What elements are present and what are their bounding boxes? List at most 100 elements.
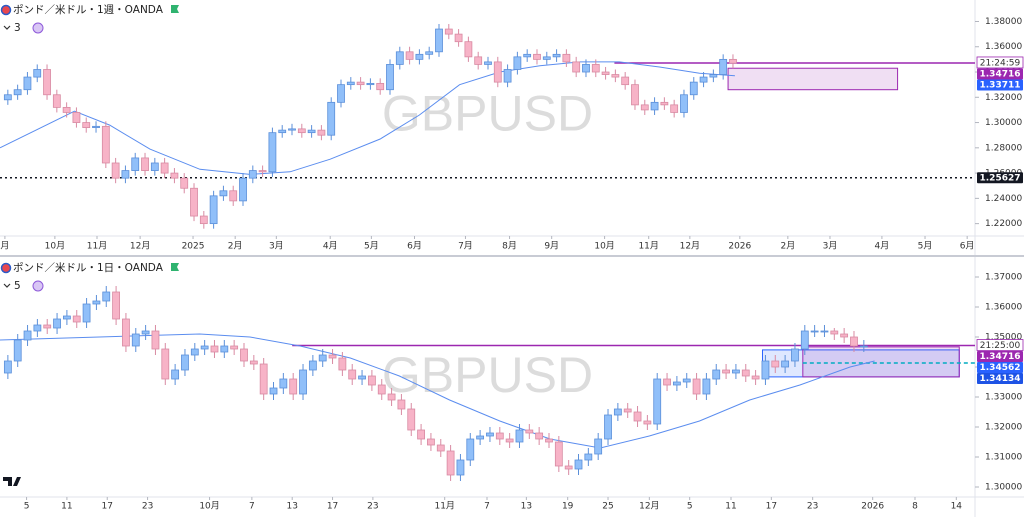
countdown-label: 21:24:59 xyxy=(980,58,1021,68)
candle-body xyxy=(230,345,239,350)
candle-body xyxy=(101,125,110,164)
x-tick-label: 13 xyxy=(521,502,532,512)
candle-body xyxy=(405,51,414,60)
candle-body xyxy=(269,387,278,395)
candle-body xyxy=(43,324,52,329)
candle-body xyxy=(62,106,71,113)
candle-body xyxy=(689,81,698,96)
y-tick-label: 1.33000 xyxy=(985,393,1022,403)
candle-body xyxy=(150,162,159,171)
x-tick-label: 12月 xyxy=(130,241,150,252)
logo-mark xyxy=(3,477,21,486)
chart-title[interactable]: ポンド／米ドル・1週・OANDA xyxy=(13,3,164,16)
y-tick-label: 1.30000 xyxy=(985,483,1022,493)
countdown-label: 21:25:00 xyxy=(980,341,1021,351)
candle-body xyxy=(709,74,718,78)
candle-body xyxy=(13,89,22,96)
x-tick-label: 2026 xyxy=(728,242,751,252)
x-tick-label: 2025 xyxy=(182,242,205,252)
candle-body xyxy=(3,360,12,374)
candle-body xyxy=(542,56,551,60)
candle-body xyxy=(466,438,475,461)
candle-body xyxy=(181,354,189,371)
candle-body xyxy=(52,94,61,108)
candle-body xyxy=(337,84,345,103)
price-label-box xyxy=(977,373,1023,385)
candle-body xyxy=(513,56,522,70)
x-tick-label: 7 xyxy=(484,502,490,512)
collapse-chevron xyxy=(3,283,11,288)
x-tick-label: 9月 xyxy=(544,241,559,252)
x-tick-label: 2026 xyxy=(861,502,884,512)
candle-body xyxy=(376,82,385,91)
candle-body xyxy=(122,318,130,347)
candle-body xyxy=(631,84,639,106)
price-label: 1.33711 xyxy=(980,80,1021,90)
indicator-count[interactable]: 5 xyxy=(14,280,21,292)
candle-body xyxy=(33,69,42,78)
candle-body xyxy=(515,429,524,443)
x-tick-label: 12月 xyxy=(639,501,659,512)
x-tick-label: 11 xyxy=(725,502,736,512)
x-tick-label: 月 xyxy=(0,241,9,252)
candle-body xyxy=(741,369,750,377)
x-tick-label: 7月 xyxy=(458,241,473,252)
candle-body xyxy=(533,53,541,60)
candle-body xyxy=(190,187,198,217)
candle-body xyxy=(248,170,257,179)
x-tick-label: 11 xyxy=(61,502,72,512)
candle-body xyxy=(859,345,868,348)
price-label: 1.34716 xyxy=(980,352,1021,362)
x-tick-label: 7 xyxy=(249,502,255,512)
candle-body xyxy=(484,61,492,65)
candle-body xyxy=(161,348,170,380)
candle-body xyxy=(601,71,610,75)
candle-body xyxy=(633,411,642,422)
x-tick-label: 10月 xyxy=(45,241,65,252)
candle-body xyxy=(297,128,306,134)
x-tick-label: 13 xyxy=(286,502,297,512)
candle-body xyxy=(288,128,296,131)
candle-body xyxy=(435,28,443,53)
y-tick-label: 1.22000 xyxy=(985,219,1022,229)
chart-title[interactable]: ポンド／米ドル・1日・OANDA xyxy=(13,261,164,274)
candle-body xyxy=(456,459,465,476)
candle-body xyxy=(407,408,416,431)
candle-body xyxy=(358,375,366,380)
price-label-box xyxy=(977,79,1023,91)
candle-body xyxy=(650,101,659,111)
candle-body xyxy=(729,58,737,64)
candle-body xyxy=(395,51,404,65)
candle-body xyxy=(131,333,140,347)
candle-body xyxy=(348,369,357,380)
candle-body xyxy=(210,345,219,353)
indicator-count[interactable]: 3 xyxy=(14,22,21,34)
candle-body xyxy=(523,53,532,58)
watermark: GBPUSD xyxy=(382,347,593,403)
candle-body xyxy=(141,330,150,335)
y-tick-label: 1.30000 xyxy=(985,118,1022,128)
x-tick-label: 25 xyxy=(602,502,613,512)
candle-body xyxy=(732,369,740,374)
candle-body xyxy=(23,330,32,341)
candle-body xyxy=(121,170,130,179)
x-tick-label: 5 xyxy=(24,502,30,512)
candle-body xyxy=(240,348,248,362)
y-tick-label: 1.38000 xyxy=(985,17,1022,27)
x-tick-label: 11月 xyxy=(434,501,454,512)
candle-body xyxy=(328,354,337,359)
candle-body xyxy=(82,303,91,323)
candle-body xyxy=(151,330,160,350)
candle-body xyxy=(604,414,612,440)
candle-body xyxy=(170,172,179,179)
candle-body xyxy=(640,104,649,111)
candle-body xyxy=(771,360,780,368)
candle-body xyxy=(102,291,111,302)
candle-body xyxy=(289,378,298,395)
candle-body xyxy=(190,348,199,356)
candle-body xyxy=(220,345,229,353)
candle-body xyxy=(562,53,571,63)
collapse-chevron xyxy=(3,25,11,30)
candle-body xyxy=(386,64,394,91)
